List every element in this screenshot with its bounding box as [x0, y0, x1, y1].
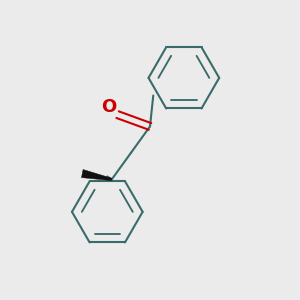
- Polygon shape: [82, 169, 112, 181]
- Text: O: O: [101, 98, 116, 116]
